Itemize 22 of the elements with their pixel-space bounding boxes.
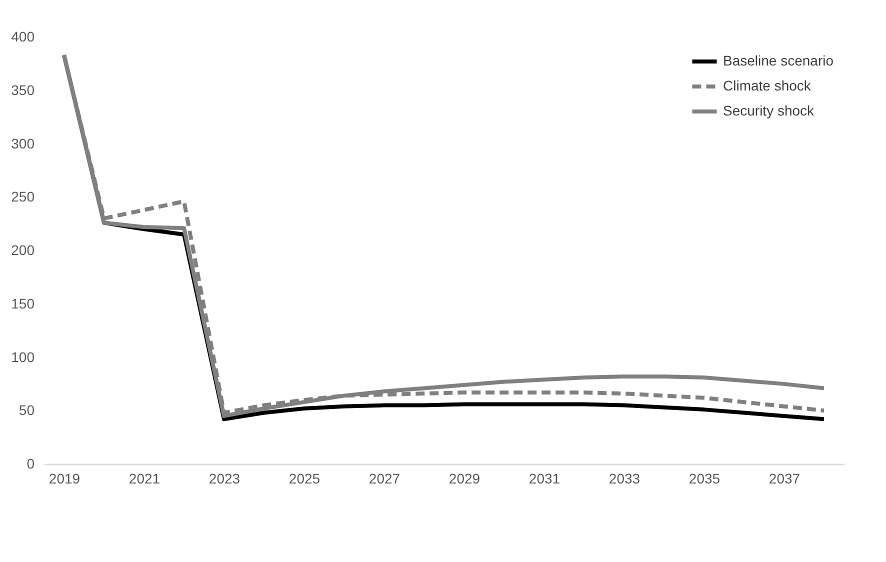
legend-label: Climate shock (723, 78, 812, 94)
x-tick-label: 2025 (288, 470, 320, 486)
y-tick-label: 150 (11, 295, 35, 312)
y-tick-label: 350 (11, 82, 35, 98)
y-tick-label: 50 (18, 402, 35, 418)
x-tick-label: 2019 (48, 470, 80, 486)
y-tick-label: 0 (26, 456, 35, 472)
x-tick-label: 2035 (688, 470, 720, 486)
x-tick-label: 2037 (768, 470, 800, 486)
legend-label: Baseline scenario (723, 52, 834, 68)
x-tick-label: 2021 (128, 470, 160, 486)
y-tick-label: 400 (11, 28, 35, 44)
x-tick-label: 2027 (368, 470, 400, 486)
x-tick-label: 2023 (208, 470, 240, 486)
y-tick-label: 200 (11, 242, 35, 258)
y-tick-label: 100 (11, 348, 35, 365)
x-tick-label: 2029 (448, 470, 480, 486)
y-tick-label: 300 (11, 135, 35, 152)
x-tick-label: 2031 (528, 470, 560, 486)
y-tick-label: 250 (11, 188, 35, 205)
legend-label: Security shock (723, 102, 816, 118)
x-tick-label: 2033 (608, 470, 640, 486)
